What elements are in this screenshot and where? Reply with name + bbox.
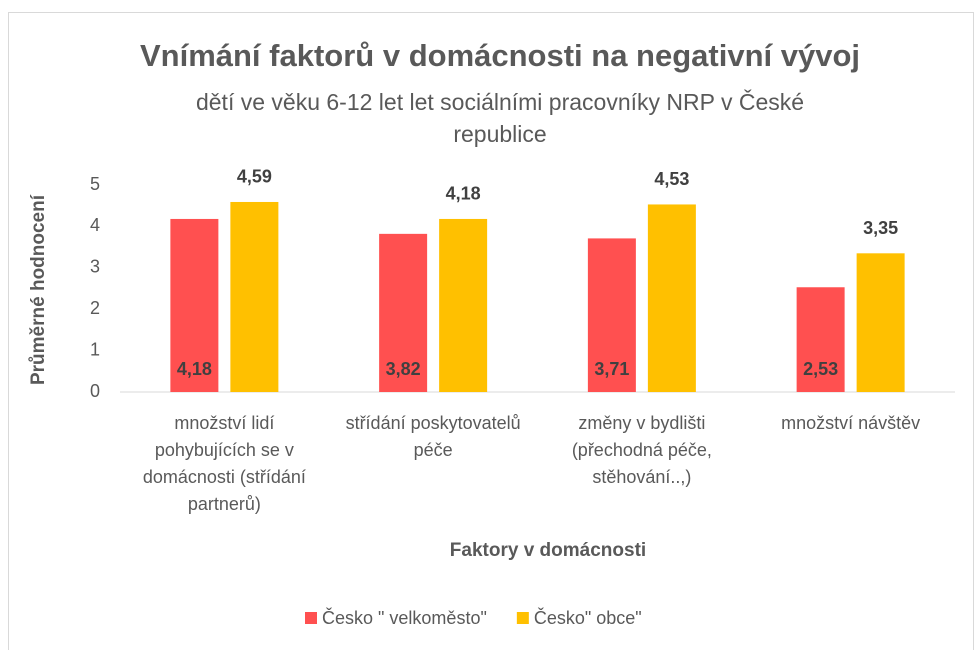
y-tick-label: 5 <box>90 174 100 194</box>
x-tick-label: změny v bydlišti (přechodná péče, stěhov… <box>571 413 712 487</box>
y-tick-label: 2 <box>90 298 100 318</box>
y-tick-label: 4 <box>90 215 100 235</box>
legend-label: Česko " velkoměsto" <box>322 607 487 628</box>
chart-subtitle: dětí ve věku 6-12 let let sociálními pra… <box>195 89 805 147</box>
y-tick-label: 0 <box>90 381 100 401</box>
data-label: 3,71 <box>594 359 629 379</box>
data-label: 4,18 <box>446 184 481 204</box>
data-label: 4,18 <box>177 359 212 379</box>
legend-swatch <box>516 612 529 624</box>
x-tick-label: množství lidí pohybujících se v domácnos… <box>142 413 306 514</box>
y-tick-label: 1 <box>90 339 100 359</box>
bar <box>439 218 488 392</box>
bar <box>796 287 845 392</box>
bar <box>647 204 696 392</box>
data-label: 4,59 <box>237 167 272 187</box>
bar <box>170 218 219 392</box>
bar <box>856 253 905 392</box>
data-label: 4,53 <box>654 169 689 189</box>
x-tick-label: střídání poskytovatelů péče <box>345 413 521 460</box>
x-tick-label: množství návštěv <box>781 413 921 433</box>
y-tick-label: 3 <box>90 257 100 277</box>
bar <box>587 238 636 392</box>
bar <box>230 201 279 392</box>
x-axis-title: Faktory v domácnosti <box>450 540 646 561</box>
chart-title: Vnímání faktorů v domácnosti na negativn… <box>139 38 861 73</box>
y-axis-title: Průměrné hodnocení <box>28 194 49 385</box>
data-label: 3,82 <box>386 359 421 379</box>
data-label: 2,53 <box>803 359 838 379</box>
bar <box>379 233 428 392</box>
legend-label: Česko" obce" <box>534 607 642 628</box>
legend-swatch <box>305 612 317 624</box>
data-label: 3,35 <box>863 218 898 238</box>
